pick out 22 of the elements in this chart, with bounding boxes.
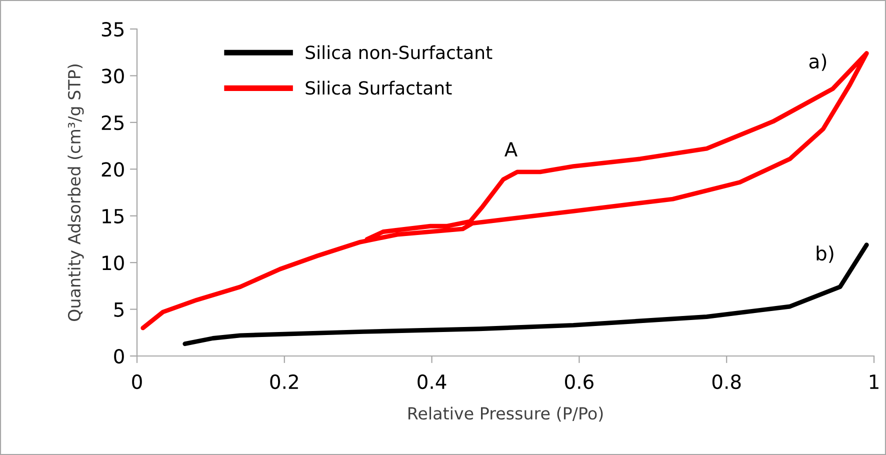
y-tick-label: 25: [102, 115, 124, 130]
line-series: [182, 242, 869, 346]
x-tick-label: 0.2: [270, 374, 298, 390]
annotation: A: [504, 142, 518, 156]
x-tick-label: 0: [132, 374, 142, 390]
x-tick-label: 1: [870, 374, 878, 389]
y-tick-label: 35: [102, 22, 124, 37]
y-tick-label: 0: [114, 348, 124, 364]
y-tick-label: 30: [102, 68, 124, 84]
annotation: a): [809, 54, 826, 71]
y-tick-label: 15: [102, 209, 124, 224]
legend-label: Silica Surfactant: [306, 80, 452, 95]
x-tick-label: 0.6: [565, 374, 594, 390]
y-tick-label: 5: [114, 302, 124, 317]
annotation: b): [816, 246, 834, 263]
y-tick-label: 20: [102, 162, 124, 177]
legend-label: Silica non-Surfactant: [306, 45, 492, 60]
x-tick-label: 0.4: [418, 374, 446, 390]
y-tick-label: 10: [102, 256, 124, 270]
x-tick-label: 0.8: [712, 374, 741, 390]
y-axis-title: Quantity Adsorbed (cm³/g STP): [68, 64, 84, 321]
x-axis-title: Relative Pressure (P/Po): [408, 406, 603, 422]
